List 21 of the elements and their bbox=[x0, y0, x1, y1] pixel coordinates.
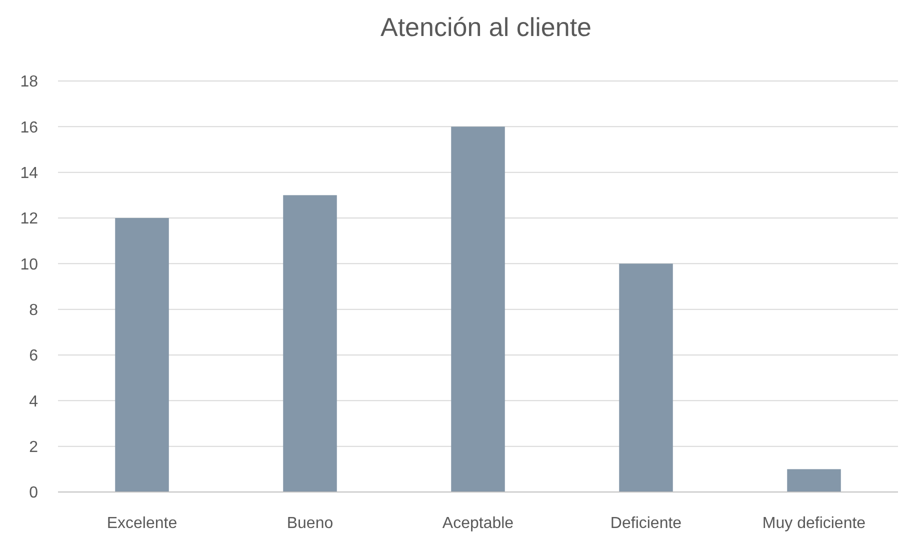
y-tick-label: 6 bbox=[29, 348, 38, 365]
chart-title: Atención al cliente bbox=[380, 12, 592, 42]
x-tick-label: Deficiente bbox=[610, 515, 682, 532]
y-tick-label: 12 bbox=[20, 210, 38, 228]
x-tick-label: Excelente bbox=[106, 515, 178, 532]
x-tick-label: Bueno bbox=[286, 515, 334, 532]
y-tick-label: 2 bbox=[29, 438, 38, 456]
x-tick-label: Aceptable bbox=[442, 515, 514, 532]
x-tick-label: Muy deficiente bbox=[762, 515, 866, 532]
bar bbox=[619, 264, 673, 492]
y-tick-label: 16 bbox=[20, 119, 38, 136]
y-tick-label: 14 bbox=[20, 164, 38, 182]
bar bbox=[283, 195, 337, 492]
bar bbox=[451, 126, 505, 492]
y-tick-label: 4 bbox=[29, 393, 38, 410]
y-tick-label: 10 bbox=[20, 256, 38, 274]
bar bbox=[787, 469, 841, 492]
y-tick-label: 0 bbox=[29, 484, 38, 502]
y-tick-label: 8 bbox=[29, 302, 38, 319]
y-tick-label: 18 bbox=[20, 74, 38, 91]
bar bbox=[115, 218, 169, 492]
